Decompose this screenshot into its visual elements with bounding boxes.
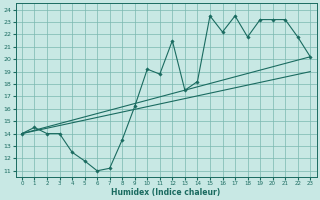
X-axis label: Humidex (Indice chaleur): Humidex (Indice chaleur) — [111, 188, 221, 197]
